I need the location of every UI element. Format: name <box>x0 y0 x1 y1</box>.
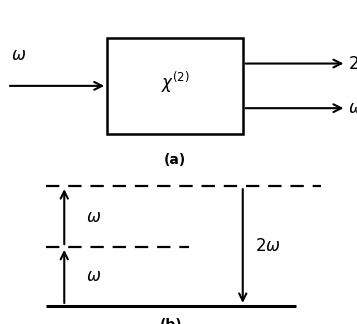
Text: $\omega$: $\omega$ <box>11 46 26 64</box>
Text: $\omega$: $\omega$ <box>348 99 357 117</box>
Text: $2\omega$: $2\omega$ <box>348 54 357 73</box>
Text: $2\omega$: $2\omega$ <box>255 237 281 255</box>
Text: $\chi^{(2)}$: $\chi^{(2)}$ <box>161 70 189 95</box>
Bar <box>107 38 243 134</box>
Text: (a): (a) <box>164 153 186 167</box>
Text: $\omega$: $\omega$ <box>86 267 101 285</box>
Text: (b): (b) <box>160 318 183 324</box>
Text: $\omega$: $\omega$ <box>86 208 101 226</box>
